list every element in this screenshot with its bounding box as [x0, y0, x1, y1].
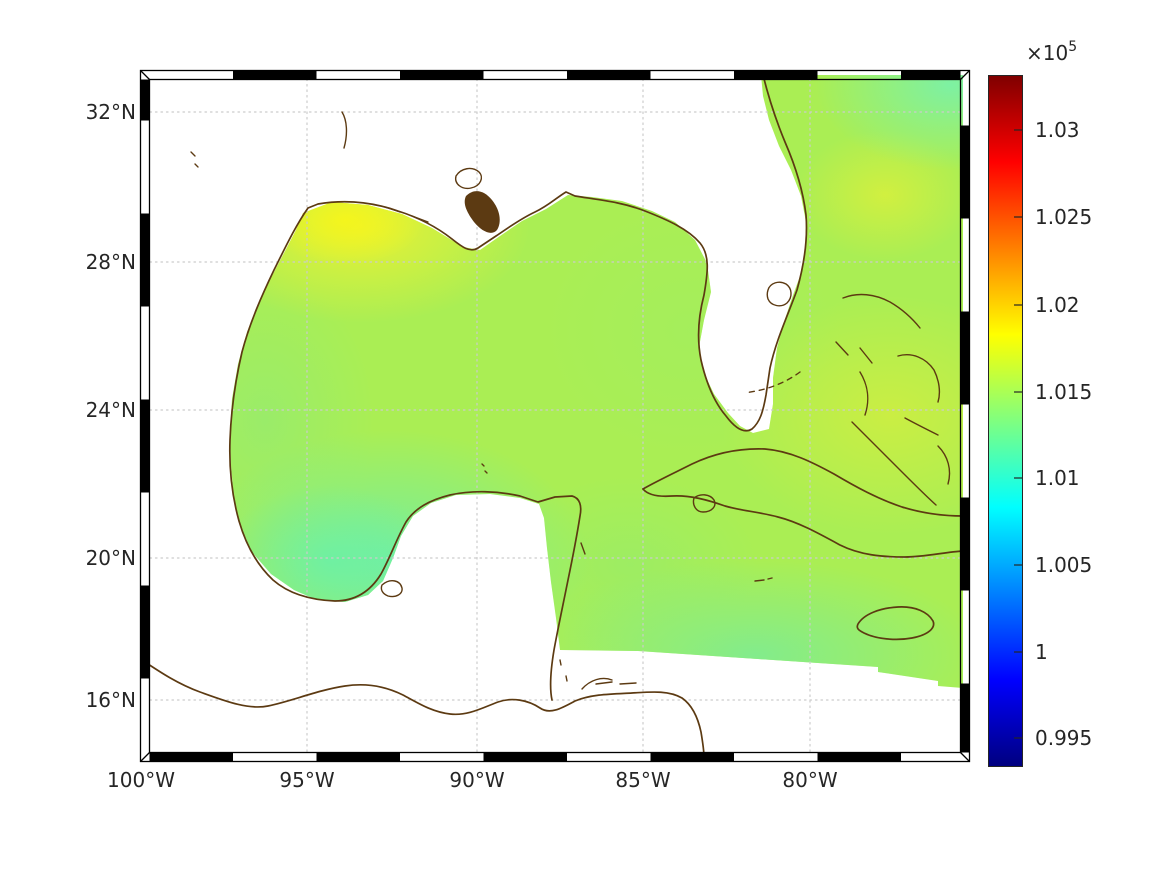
campeche-bank-cays: [481, 463, 488, 474]
lon-tick-label: 85°W: [615, 768, 670, 792]
frame-inner-line: [148, 78, 962, 754]
coastline-cuba-south: [642, 488, 964, 558]
colorbar-tick-label: 1.02: [1035, 293, 1080, 317]
colorbar-tick-label: 1.015: [1035, 380, 1092, 404]
y-axis-labels: 32°N 28°N 24°N 20°N 16°N: [86, 100, 136, 712]
data-field: [230, 75, 963, 688]
coastlines: [144, 74, 964, 758]
coastline-central-america: [144, 661, 705, 758]
frame-corner-miters: [140, 70, 970, 762]
belize-cays: [559, 659, 568, 682]
lat-tick-label: 16°N: [86, 688, 136, 712]
lake-pontchartrain: [455, 167, 483, 190]
graticule-gridlines: [149, 78, 961, 754]
lat-tick-label: 32°N: [86, 100, 136, 124]
coastline-cayman: [754, 577, 773, 582]
lon-tick-label: 80°W: [782, 768, 837, 792]
lat-tick-label: 28°N: [86, 250, 136, 274]
lon-tick-label: 90°W: [449, 768, 504, 792]
colorbar-tick-labels: 1.03 1.025 1.02 1.015 1.01 1.005 1 0.995: [1035, 118, 1092, 750]
colorbar: ×105 1.03 1.025 1.02 1.015 1.01 1.005 1 …: [988, 39, 1092, 767]
colorbar-tick-label: 1.005: [1035, 553, 1092, 577]
honduras-hook: [581, 677, 613, 690]
texas-small-marks: [190, 151, 199, 168]
mississippi-delta: [464, 191, 500, 233]
coastline-bahamas: [835, 293, 951, 506]
laguna-terminos: [380, 580, 403, 598]
florida-keys: [744, 371, 801, 394]
colorbar-tick-label: 1.025: [1035, 205, 1092, 229]
lat-tick-label: 24°N: [86, 398, 136, 422]
bay-islands: [595, 681, 637, 685]
colorbar-exponent-label: ×105: [1026, 39, 1077, 65]
colorbar-tick-label: 1.03: [1035, 118, 1080, 142]
x-axis-labels: 100°W 95°W 90°W 85°W 80°W: [107, 768, 838, 792]
colorbar-tick-label: 1.01: [1035, 466, 1080, 490]
lon-tick-label: 100°W: [107, 768, 175, 792]
frame-outer-line: [139, 69, 971, 763]
louisiana-marsh-islands: [384, 206, 429, 223]
cozumel-island: [580, 542, 586, 555]
lat-tick-label: 20°N: [86, 546, 136, 570]
coastline-north-america: [228, 74, 808, 701]
colorbar-gradient-bar: [988, 75, 1023, 767]
texas-lake: [341, 111, 348, 149]
lake-okeechobee: [766, 281, 792, 307]
colorbar-tick-label: 1: [1035, 640, 1048, 664]
colorbar-tick-label: 0.995: [1035, 726, 1092, 750]
coastline-jamaica: [856, 606, 935, 641]
coastline-isla-juventud: [692, 494, 716, 513]
lon-tick-label: 95°W: [279, 768, 334, 792]
colorbar-ticks: [1014, 129, 1023, 739]
map-frame: [139, 69, 971, 763]
coastline-cuba-north: [642, 448, 964, 517]
